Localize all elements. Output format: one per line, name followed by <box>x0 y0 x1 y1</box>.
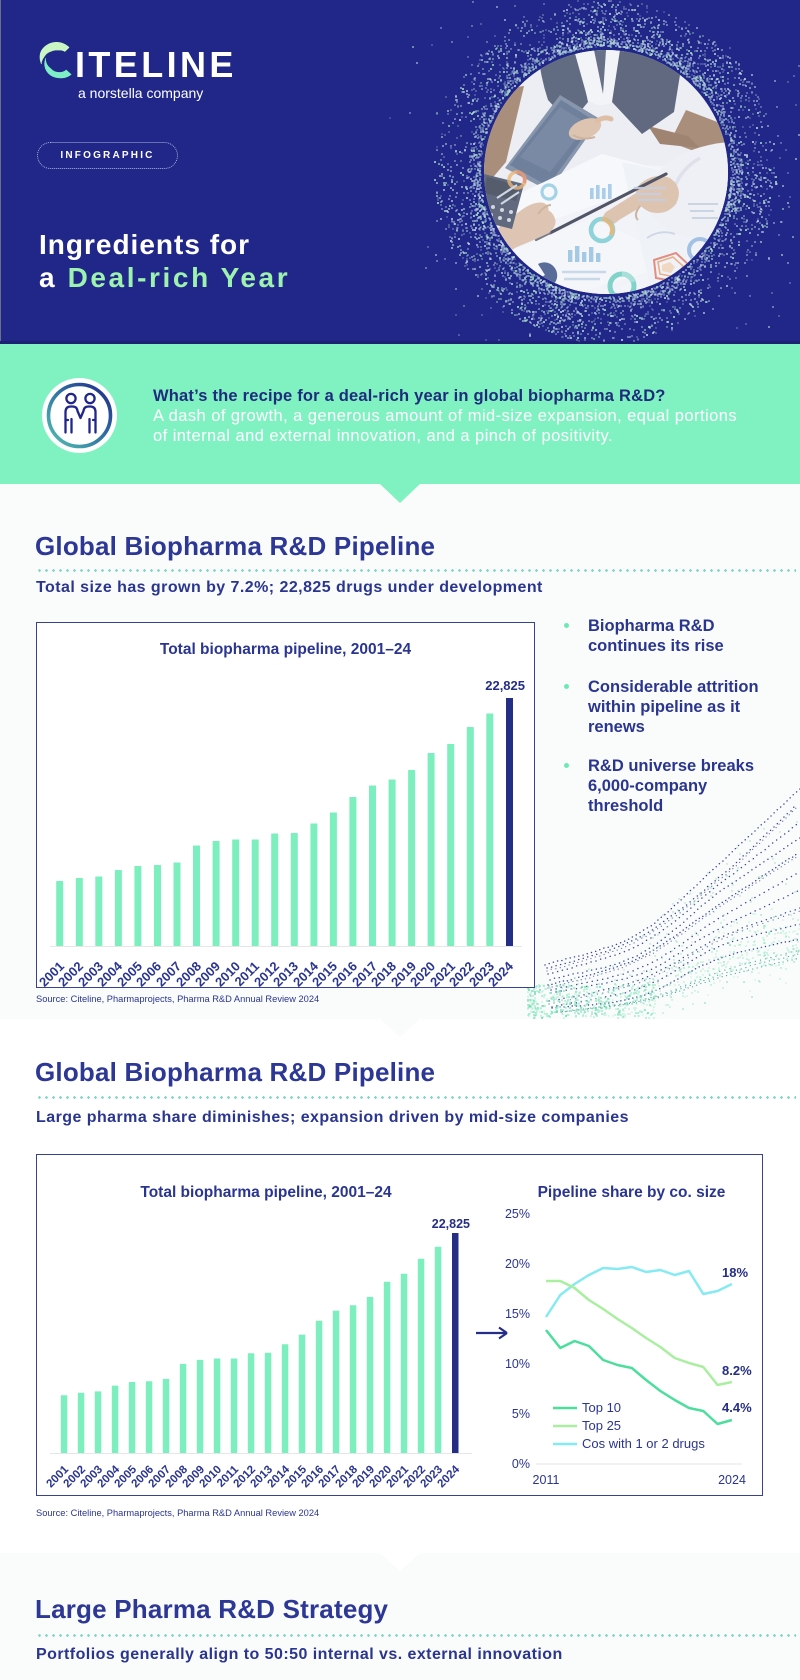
svg-text:a norstella company: a norstella company <box>78 85 203 101</box>
svg-text:ITELINE: ITELINE <box>75 44 237 85</box>
